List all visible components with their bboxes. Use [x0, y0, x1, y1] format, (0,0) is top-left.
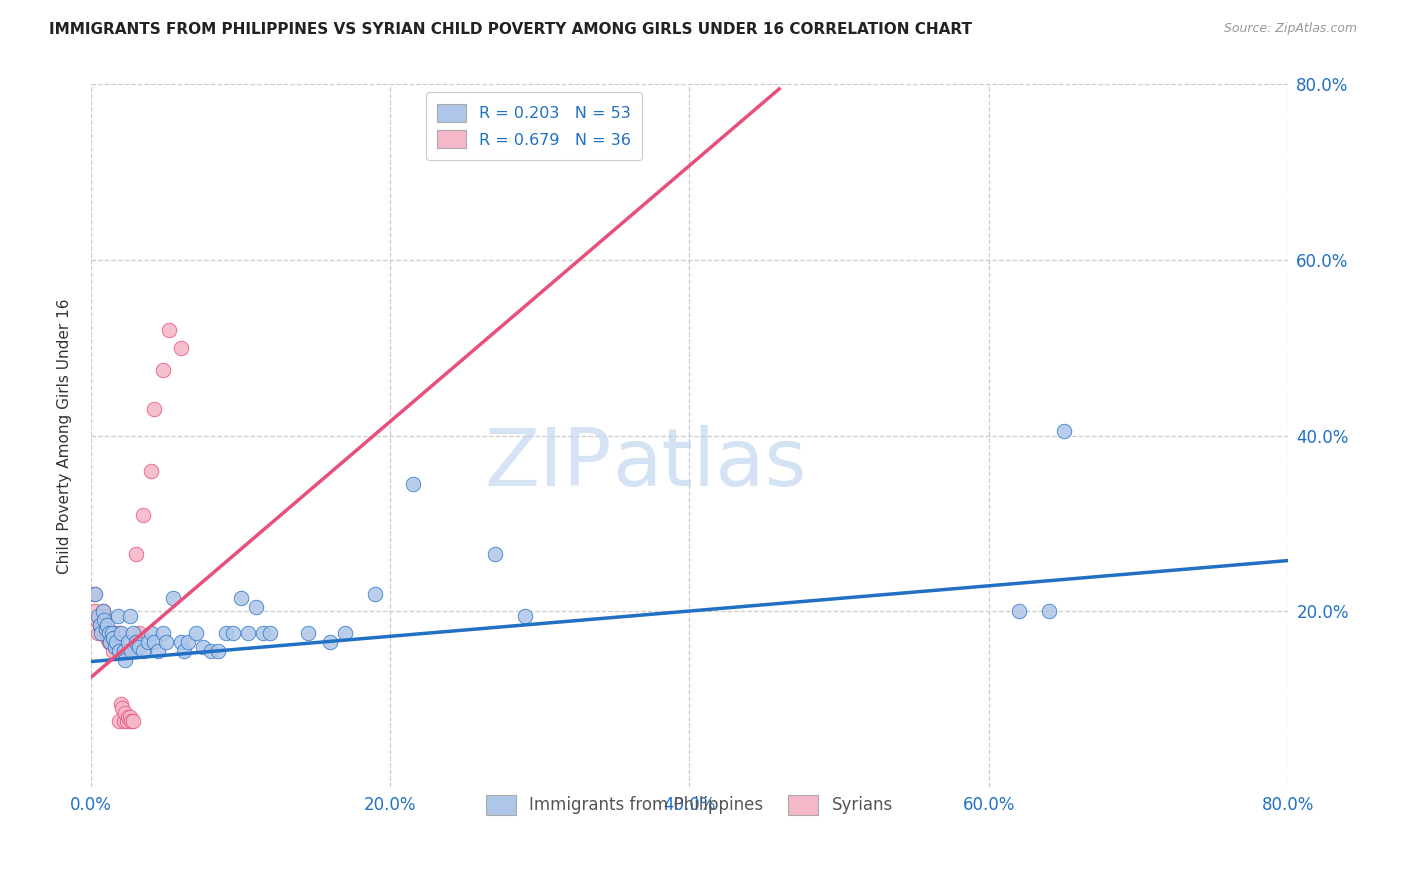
Point: [101, 626, 124, 640]
Point: [117, 635, 139, 649]
Point: [297, 626, 319, 640]
Point: [513, 608, 536, 623]
Point: [104, 640, 127, 654]
Point: [87, 608, 110, 623]
Point: [107, 608, 129, 623]
Point: [170, 635, 193, 649]
Point: [97, 626, 120, 640]
Point: [136, 635, 159, 649]
Point: [142, 402, 165, 417]
Point: [117, 710, 139, 724]
Point: [139, 464, 162, 478]
Point: [236, 626, 259, 640]
Point: [101, 631, 124, 645]
Point: [259, 626, 281, 640]
Point: [229, 591, 252, 606]
Point: [104, 626, 127, 640]
Point: [200, 644, 222, 658]
Point: [93, 608, 115, 623]
Point: [128, 640, 150, 654]
Point: [142, 635, 165, 649]
Point: [108, 714, 131, 729]
Point: [91, 605, 114, 619]
Point: [96, 617, 118, 632]
Point: [90, 626, 112, 640]
Point: [170, 341, 193, 355]
Point: [118, 608, 141, 623]
Point: [152, 363, 174, 377]
Point: [1038, 605, 1060, 619]
Point: [132, 508, 155, 522]
Point: [110, 697, 132, 711]
Point: [120, 714, 142, 729]
Point: [84, 587, 107, 601]
Point: [484, 548, 506, 562]
Point: [128, 626, 150, 640]
Point: [100, 635, 122, 649]
Point: [94, 622, 117, 636]
Point: [87, 626, 110, 640]
Point: [86, 613, 108, 627]
Point: [152, 626, 174, 640]
Point: [117, 644, 139, 658]
Text: atlas: atlas: [612, 425, 806, 503]
Point: [105, 635, 128, 649]
Point: [207, 644, 229, 658]
Point: [173, 644, 195, 658]
Point: [1008, 605, 1031, 619]
Point: [110, 626, 132, 640]
Point: [401, 477, 423, 491]
Point: [112, 644, 135, 658]
Point: [222, 626, 245, 640]
Point: [1052, 425, 1074, 439]
Point: [155, 635, 177, 649]
Point: [121, 714, 143, 729]
Point: [252, 626, 274, 640]
Text: IMMIGRANTS FROM PHILIPPINES VS SYRIAN CHILD POVERTY AMONG GIRLS UNDER 16 CORRELA: IMMIGRANTS FROM PHILIPPINES VS SYRIAN CH…: [49, 22, 972, 37]
Point: [97, 635, 120, 649]
Point: [103, 631, 125, 645]
Point: [177, 635, 200, 649]
Point: [103, 644, 125, 658]
Point: [335, 626, 357, 640]
Point: [91, 605, 114, 619]
Point: [120, 644, 142, 658]
Point: [114, 706, 136, 720]
Point: [162, 591, 184, 606]
Point: [245, 600, 267, 615]
Point: [118, 710, 141, 724]
Point: [84, 605, 107, 619]
Point: [96, 631, 118, 645]
Point: [214, 626, 236, 640]
Point: [89, 617, 111, 632]
Point: [114, 653, 136, 667]
Point: [184, 626, 207, 640]
Point: [115, 714, 138, 729]
Point: [125, 548, 148, 562]
Point: [111, 701, 134, 715]
Point: [93, 613, 115, 627]
Point: [100, 626, 122, 640]
Point: [94, 626, 117, 640]
Point: [107, 626, 129, 640]
Point: [121, 626, 143, 640]
Point: [90, 622, 112, 636]
Y-axis label: Child Poverty Among Girls Under 16: Child Poverty Among Girls Under 16: [58, 298, 72, 574]
Point: [83, 587, 105, 601]
Legend: Immigrants from Philippines, Syrians: Immigrants from Philippines, Syrians: [477, 785, 903, 824]
Point: [364, 587, 387, 601]
Point: [105, 635, 128, 649]
Point: [157, 323, 180, 337]
Text: ZIP: ZIP: [484, 425, 612, 503]
Point: [89, 617, 111, 632]
Text: Source: ZipAtlas.com: Source: ZipAtlas.com: [1223, 22, 1357, 36]
Point: [112, 714, 135, 729]
Point: [319, 635, 342, 649]
Point: [191, 640, 214, 654]
Point: [125, 635, 148, 649]
Point: [132, 644, 155, 658]
Point: [148, 644, 170, 658]
Point: [139, 626, 162, 640]
Point: [108, 644, 131, 658]
